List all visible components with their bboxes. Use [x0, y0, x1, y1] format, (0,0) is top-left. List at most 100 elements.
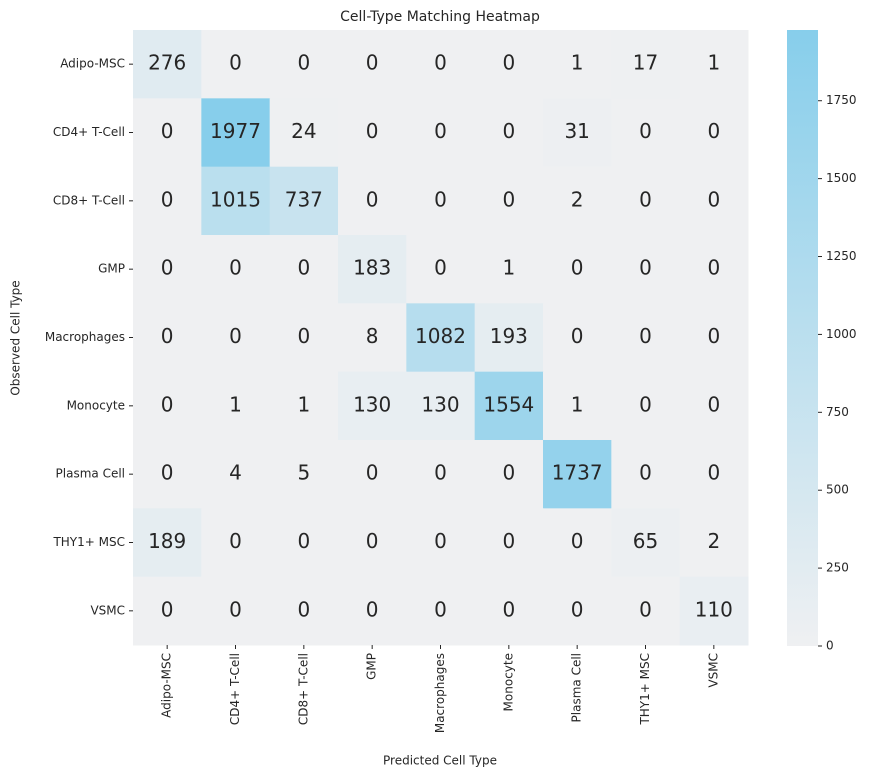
colorbar-tick-label: 500	[826, 483, 849, 497]
cell-label: 130	[353, 392, 391, 416]
cell-label: 189	[148, 529, 186, 553]
heatmap-cell	[543, 98, 612, 168]
cell-label: 0	[434, 597, 447, 621]
heatmap-cell	[133, 166, 202, 236]
cell-label: 0	[639, 597, 652, 621]
cell-label: 0	[707, 461, 720, 485]
cell-label: 0	[639, 256, 652, 280]
heatmap-cell	[474, 166, 544, 236]
heatmap-cell	[269, 98, 339, 168]
cell-label: 0	[161, 187, 174, 211]
cell-label: 0	[639, 324, 652, 348]
heatmap-cell	[269, 508, 339, 578]
y-tick-label: GMP	[98, 262, 125, 276]
heatmap-cell	[474, 576, 544, 646]
cell-label: 0	[571, 256, 584, 280]
heatmap-cell	[406, 576, 476, 646]
heatmap-cell	[611, 166, 681, 236]
heatmap-cell	[543, 166, 612, 236]
heatmap-cell	[611, 30, 681, 99]
x-tick-label: THY1+ MSC	[638, 653, 652, 726]
cell-label: 0	[366, 187, 379, 211]
heatmap-cell	[201, 235, 271, 304]
cell-label: 0	[229, 529, 242, 553]
heatmap-cell	[133, 30, 202, 99]
heatmap-cell	[338, 303, 407, 373]
heatmap-cell	[474, 303, 544, 373]
heatmap-cell	[201, 98, 271, 168]
heatmap-cell	[201, 440, 271, 509]
y-tick-label: Plasma Cell	[56, 467, 125, 481]
heatmap-cell	[269, 371, 339, 441]
x-axis-label: Predicted Cell Type	[383, 754, 497, 768]
cell-label: 0	[297, 324, 310, 348]
cell-label: 31	[564, 119, 589, 143]
heatmap-cell	[474, 508, 544, 578]
heatmap-cell	[611, 576, 681, 646]
heatmap-cell	[269, 576, 339, 646]
cell-label: 0	[639, 187, 652, 211]
cell-label: 0	[434, 256, 447, 280]
heatmap-cell	[679, 30, 749, 99]
cell-label: 0	[297, 51, 310, 75]
y-tick-label: CD4+ T-Cell	[53, 125, 125, 139]
cell-label: 0	[434, 529, 447, 553]
cell-label: 737	[285, 187, 323, 211]
cell-label: 0	[161, 256, 174, 280]
heatmap-cell	[679, 166, 749, 236]
heatmap-cell	[543, 371, 612, 441]
heatmap-cell	[201, 508, 271, 578]
x-tick-label: Plasma Cell	[570, 653, 584, 722]
cell-label: 0	[161, 119, 174, 143]
heatmap-cell	[338, 371, 407, 441]
heatmap-cell	[338, 440, 407, 509]
x-tick-label: VSMC	[706, 653, 720, 688]
y-axis-label: Observed Cell Type	[9, 280, 23, 395]
cell-label: 0	[297, 597, 310, 621]
cell-label: 65	[633, 529, 658, 553]
cell-label: 0	[707, 392, 720, 416]
colorbar-tick-label: 1750	[826, 93, 857, 107]
cell-label: 0	[229, 597, 242, 621]
cell-label: 4	[229, 461, 242, 485]
heatmap-cell	[133, 98, 202, 168]
x-tick-label: Monocyte	[501, 653, 515, 711]
cell-label: 1	[571, 392, 584, 416]
cell-label: 0	[366, 461, 379, 485]
heatmap-cell	[679, 235, 749, 304]
cell-label: 1	[571, 51, 584, 75]
heatmap-cell	[406, 508, 476, 578]
cell-label: 0	[639, 119, 652, 143]
cell-label: 0	[502, 597, 515, 621]
cell-label: 0	[434, 51, 447, 75]
x-tick-label: Adipo-MSC	[160, 653, 174, 718]
heatmap-cell	[133, 440, 202, 509]
heatmap-cell	[133, 576, 202, 646]
heatmap-cell	[201, 166, 271, 236]
cell-label: 2	[571, 187, 584, 211]
heatmap-cell	[543, 30, 612, 99]
heatmap-cell	[133, 371, 202, 441]
cell-label: 0	[434, 461, 447, 485]
heatmap-cell	[611, 371, 681, 441]
heatmap-cell	[338, 576, 407, 646]
heatmap-cell	[338, 98, 407, 168]
cell-label: 1	[297, 392, 310, 416]
cell-label: 24	[291, 119, 316, 143]
cell-label: 0	[571, 324, 584, 348]
cell-label: 1015	[210, 187, 261, 211]
heatmap-cell	[338, 30, 407, 99]
heatmap-cell	[133, 235, 202, 304]
cell-label: 0	[229, 324, 242, 348]
heatmap-cell	[406, 235, 476, 304]
y-tick-label: CD8+ T-Cell	[53, 193, 125, 207]
cell-label: 183	[353, 256, 391, 280]
cell-label: 0	[502, 119, 515, 143]
cell-label: 110	[695, 597, 733, 621]
heatmap-cell	[201, 371, 271, 441]
cell-label: 193	[490, 324, 528, 348]
cell-label: 1082	[415, 324, 466, 348]
heatmap-cell	[406, 440, 476, 509]
